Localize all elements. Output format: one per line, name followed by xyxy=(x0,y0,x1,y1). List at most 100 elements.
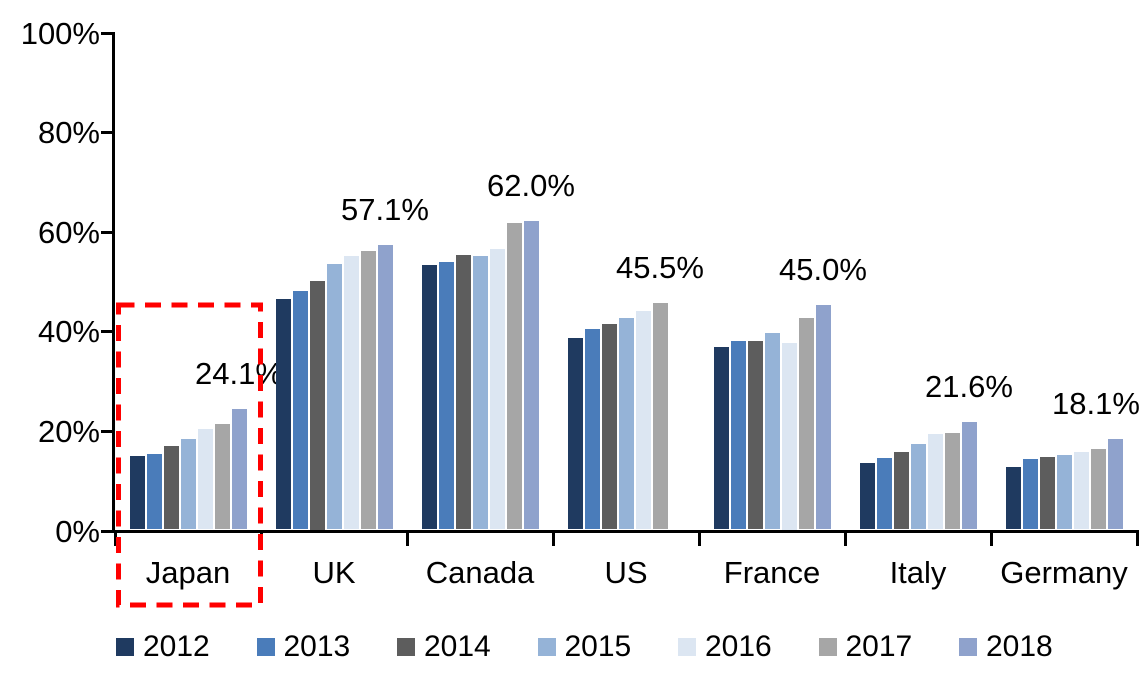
bar-us-2017 xyxy=(652,302,668,530)
bar-uk-2012 xyxy=(275,298,291,530)
legend-label-2013: 2013 xyxy=(283,630,351,663)
y-tick-label: 60% xyxy=(37,214,100,250)
bar-us-2014 xyxy=(601,324,617,530)
y-tick xyxy=(101,330,112,334)
data-label-france: 45.0% xyxy=(779,252,867,288)
legend-swatch-2013 xyxy=(256,638,275,656)
legend-item-2012: 2012 xyxy=(116,632,210,662)
bar-uk-2016 xyxy=(343,255,359,530)
bar-france-2014 xyxy=(747,341,763,530)
legend-swatch-2014 xyxy=(397,638,415,656)
y-tick-label: 100% xyxy=(20,15,100,51)
legend-item-2013: 2013 xyxy=(256,632,350,662)
bar-germany-2017 xyxy=(1090,448,1106,530)
bar-japan-2013 xyxy=(146,454,162,530)
y-tick xyxy=(101,131,112,135)
bar-france-2013 xyxy=(730,340,746,530)
x-axis-label-canada: Canada xyxy=(425,555,535,590)
y-tick-label: 40% xyxy=(37,314,100,350)
bar-uk-2018 xyxy=(377,245,393,530)
legend-item-2016: 2016 xyxy=(678,632,772,662)
y-tick-label: 80% xyxy=(37,115,100,151)
bar-italy-2012 xyxy=(859,462,875,530)
bar-canada-2012 xyxy=(421,264,437,530)
x-tick xyxy=(551,531,555,546)
bar-canada-2014 xyxy=(455,255,471,530)
data-label-canada: 62.0% xyxy=(487,167,575,203)
bar-japan-2014 xyxy=(163,445,179,530)
bar-france-2016 xyxy=(781,342,797,530)
x-tick xyxy=(259,531,263,546)
legend-swatch-2015 xyxy=(537,638,556,656)
bar-japan-2016 xyxy=(197,429,213,530)
legend-label-2016: 2016 xyxy=(705,630,772,663)
x-axis-label-france: France xyxy=(723,555,821,590)
bar-italy-2016 xyxy=(927,433,943,530)
bar-germany-2013 xyxy=(1022,459,1038,530)
y-tick-label: 0% xyxy=(55,513,100,549)
bar-canada-2018 xyxy=(523,220,539,530)
legend-swatch-2016 xyxy=(678,638,696,656)
bar-france-2017 xyxy=(798,317,814,530)
bar-italy-2013 xyxy=(876,458,892,530)
bar-germany-2015 xyxy=(1056,454,1072,530)
x-tick xyxy=(113,531,117,546)
legend-item-2018: 2018 xyxy=(959,632,1053,662)
y-axis-line xyxy=(112,32,115,533)
legend-item-2015: 2015 xyxy=(537,632,631,662)
y-tick xyxy=(101,31,112,35)
bar-us-2015 xyxy=(618,318,634,530)
bar-germany-2016 xyxy=(1073,451,1089,530)
x-axis-label-us: US xyxy=(604,555,648,590)
legend-swatch-2018 xyxy=(959,638,977,656)
data-label-italy: 21.6% xyxy=(925,368,1013,404)
bar-germany-2012 xyxy=(1005,466,1021,530)
bar-italy-2018 xyxy=(961,421,977,530)
bar-uk-2014 xyxy=(309,280,325,530)
bar-us-2013 xyxy=(584,328,600,530)
bar-canada-2015 xyxy=(472,256,488,530)
bar-uk-2015 xyxy=(326,263,342,530)
bar-uk-2013 xyxy=(292,290,308,530)
bar-italy-2014 xyxy=(893,452,909,530)
bar-japan-2018 xyxy=(231,409,247,530)
data-label-japan: 24.1% xyxy=(195,356,283,392)
x-axis-label-uk: UK xyxy=(312,555,356,590)
x-axis-label-germany: Germany xyxy=(1000,555,1128,590)
legend-item-2017: 2017 xyxy=(818,632,912,662)
y-tick xyxy=(101,529,112,533)
data-label-germany: 18.1% xyxy=(1052,386,1140,422)
bar-uk-2017 xyxy=(360,250,376,530)
legend-label-2017: 2017 xyxy=(845,630,913,663)
x-tick xyxy=(843,531,847,546)
legend-label-2014: 2014 xyxy=(424,630,491,663)
bar-france-2012 xyxy=(713,346,729,530)
x-axis-line xyxy=(112,529,1139,533)
legend-label-2012: 2012 xyxy=(143,630,210,663)
bar-canada-2016 xyxy=(489,249,505,530)
legend-label-2018: 2018 xyxy=(986,630,1053,663)
x-axis-label-italy: Italy xyxy=(889,555,947,590)
bar-us-2012 xyxy=(567,338,583,530)
x-tick xyxy=(697,531,701,546)
data-label-uk: 57.1% xyxy=(341,192,429,228)
x-tick xyxy=(989,531,993,546)
bar-japan-2017 xyxy=(214,423,230,530)
y-tick xyxy=(101,429,112,433)
bar-france-2015 xyxy=(764,332,780,530)
legend-label-2015: 2015 xyxy=(564,630,632,663)
y-tick xyxy=(101,230,112,234)
bar-germany-2018 xyxy=(1107,439,1123,530)
data-label-us: 45.5% xyxy=(616,249,704,285)
bar-japan-2015 xyxy=(180,438,196,530)
bar-france-2018 xyxy=(815,305,831,530)
bar-us-2016 xyxy=(635,310,651,530)
legend-item-2014: 2014 xyxy=(397,632,491,662)
bar-germany-2014 xyxy=(1039,456,1055,530)
legend-swatch-2012 xyxy=(116,638,134,656)
bar-japan-2012 xyxy=(129,455,145,530)
legend-swatch-2017 xyxy=(818,638,837,656)
y-tick-label: 20% xyxy=(37,413,100,449)
bar-canada-2017 xyxy=(506,222,522,530)
